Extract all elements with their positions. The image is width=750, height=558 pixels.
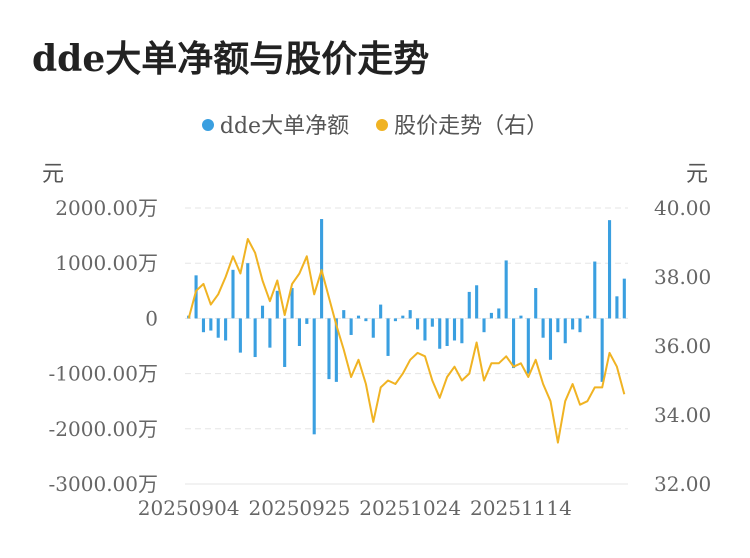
left-tick-label: 1000.00万 (55, 251, 158, 275)
dde-bar (593, 261, 597, 319)
right-axis-ticks: 40.00 38.00 36.00 34.00 32.00 (654, 196, 711, 496)
right-tick-label: 36.00 (654, 334, 711, 358)
right-tick-label: 40.00 (654, 196, 711, 220)
dde-bar (275, 290, 279, 319)
left-axis-ticks: 2000.00万 1000.00万 0 -1000.00万 -2000.00万 -3000… (49, 196, 158, 496)
dde-bar (504, 260, 508, 319)
dde-bar (401, 315, 405, 319)
dde-bar (290, 288, 294, 319)
legend-line-label: 股价走势（右） (394, 114, 549, 139)
dde-bar (541, 318, 545, 338)
dde-bar (253, 318, 257, 358)
dde-bar (312, 318, 316, 435)
dde-bar (268, 318, 272, 348)
legend-bar-label: dde大单净额 (219, 114, 350, 139)
left-tick-label: -1000.00万 (49, 362, 158, 386)
right-tick-label: 32.00 (654, 472, 711, 496)
dde-bar (445, 318, 449, 346)
dde-bar (571, 318, 575, 330)
legend-line-marker (376, 119, 389, 131)
dde-bar (534, 288, 538, 319)
dde-bar (578, 318, 582, 333)
dde-bar (238, 318, 242, 353)
dde-bar (194, 275, 198, 319)
legend: dde大单净额 股价走势（右） (0, 108, 750, 140)
legend-bar-marker (201, 119, 214, 131)
dde-bar (386, 318, 390, 356)
grid-lines (185, 207, 628, 485)
dde-bar (519, 315, 523, 319)
dde-bar (563, 318, 567, 344)
dde-bar (475, 285, 479, 319)
dde-bar (283, 318, 287, 367)
dde-bar (438, 318, 442, 349)
x-tick-label: 20251114 (470, 496, 572, 520)
dde-bar (231, 269, 235, 319)
right-tick-label: 34.00 (654, 403, 711, 427)
dde-bar (356, 315, 361, 319)
dde-bar (607, 220, 612, 319)
left-tick-label: 2000.00万 (55, 196, 158, 220)
dde-bar (423, 318, 427, 341)
dde-bar (452, 318, 457, 341)
dde-bar (260, 305, 265, 319)
dde-bar (349, 318, 353, 335)
dde-bar (482, 318, 486, 333)
dde-bar (467, 291, 471, 319)
dde-bar (216, 318, 220, 338)
x-tick-label: 20250925 (249, 496, 351, 520)
dde-bar (224, 318, 228, 341)
dde-bar (201, 318, 206, 333)
dde-bar (320, 219, 324, 319)
dde-bar (327, 318, 331, 380)
dde-bar (497, 308, 501, 319)
dde-bar (548, 318, 553, 360)
dde-bar (600, 318, 604, 382)
dde-bar (512, 318, 516, 369)
dde-bar (615, 296, 619, 319)
left-tick-label: -2000.00万 (49, 417, 158, 441)
line-series (187, 238, 626, 444)
price-line (187, 238, 626, 444)
dde-bar (556, 318, 560, 333)
legend-item-bar[interactable]: dde大单净额 (201, 108, 350, 140)
dde-bar (246, 263, 250, 319)
dde-bar (416, 318, 420, 330)
dde-bar (622, 278, 626, 319)
dde-bar (342, 310, 346, 319)
dde-bar (209, 318, 213, 331)
right-axis-unit: 元 (685, 162, 708, 187)
dde-bar (489, 312, 493, 319)
dde-bar (371, 318, 375, 338)
x-tick-label: 20250904 (138, 496, 240, 520)
x-tick-label: 20251024 (359, 496, 461, 520)
dde-bar (297, 318, 301, 346)
dde-bar (334, 318, 338, 382)
left-tick-label: -3000.00万 (49, 472, 158, 496)
dde-bar (364, 318, 368, 322)
dde-bar (430, 318, 434, 327)
chart-title: dde大单净额与股价走势 (32, 38, 430, 80)
dde-bar (585, 315, 589, 319)
left-axis-unit: 元 (42, 162, 65, 187)
dde-bar (305, 318, 309, 324)
bar-series (187, 219, 626, 435)
dde-bar (460, 318, 464, 344)
right-tick-label: 38.00 (654, 265, 711, 289)
legend-item-line[interactable]: 股价走势（右） (376, 108, 548, 140)
dde-bar (526, 318, 530, 374)
dde-bar (393, 318, 397, 322)
dde-bar (408, 310, 412, 319)
left-tick-label: 0 (145, 306, 158, 330)
x-axis-ticks: 20250904 20250925 20251024 20251114 (138, 496, 572, 520)
dde-bar (379, 304, 383, 319)
